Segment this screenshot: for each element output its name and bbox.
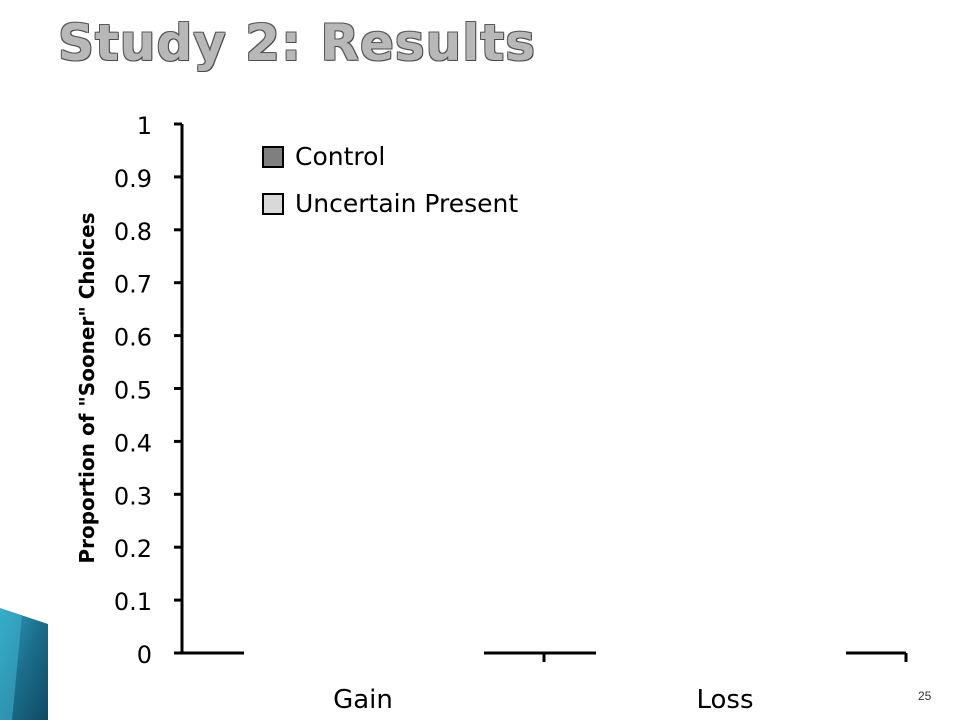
slide-title: Study 2: Results [58,14,537,72]
y-axis-label: Proportion of "Sooner" Choices [75,212,99,563]
y-tick-label: 0.5 [114,377,152,405]
y-tick-label: 0.2 [114,535,152,563]
y-tick-label: 0.9 [114,165,152,193]
y-tick-label: 0 [137,641,152,669]
x-tick-label: Gain [333,685,393,715]
legend-label: Control [295,142,385,171]
y-tick-label: 0.7 [114,271,152,299]
legend-swatch [262,193,284,215]
legend-swatch [262,146,284,168]
y-tick-label: 1 [137,112,152,140]
y-tick-label: 0.8 [114,218,152,246]
legend-label: Uncertain Present [295,189,518,218]
y-tick-label: 0.1 [114,588,152,616]
y-tick-label: 0.3 [114,482,152,510]
slide-number: 25 [918,689,932,703]
x-tick-label: Loss [696,685,753,715]
y-tick-label: 0.6 [114,324,152,352]
y-tick-label: 0.4 [114,429,152,457]
